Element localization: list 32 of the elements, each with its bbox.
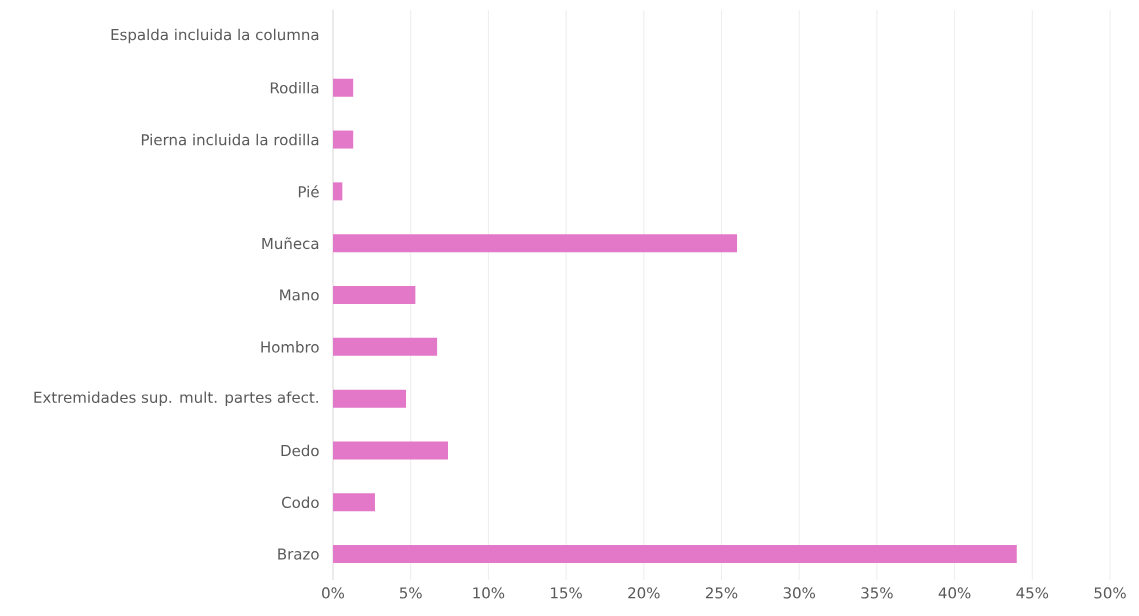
x-tick-label: 5% <box>399 587 422 599</box>
y-tick-label: Pierna incluida la rodilla <box>141 133 319 146</box>
y-tick-label: Espalda incluida la columna <box>111 28 319 44</box>
y-tick-label: Mano <box>280 289 319 301</box>
y-tick-label: Rodilla <box>270 81 319 94</box>
bar <box>333 545 1017 564</box>
x-tick-label: 40% <box>938 587 971 599</box>
y-tick-label: Brazo <box>278 548 319 560</box>
x-tick-label: 25% <box>705 587 738 599</box>
y-tick-label: Hombro <box>261 341 319 353</box>
x-tick-label: 10% <box>473 587 505 599</box>
x-tick-label: 45% <box>1016 587 1049 599</box>
bar <box>333 286 416 305</box>
x-tick-label: 50% <box>1094 587 1126 599</box>
y-tick-label: Dedo <box>281 444 319 457</box>
y-tick-label: Muñeca <box>262 237 319 250</box>
x-tick-label: 20% <box>628 587 660 599</box>
y-tick-label: Pié <box>298 185 319 198</box>
bar <box>333 441 448 460</box>
x-tick-label: 0% <box>322 587 345 599</box>
bar <box>333 337 438 356</box>
y-tick-label: Codo <box>282 496 319 509</box>
bar <box>333 493 375 512</box>
x-tick-label: 30% <box>783 587 816 599</box>
bar <box>333 78 354 97</box>
bar <box>333 130 354 149</box>
x-tick-label: 35% <box>861 587 893 599</box>
x-tick-label: 15% <box>551 587 582 599</box>
y-tick-label: Extremidades sup. mult. partes afect. <box>34 391 318 406</box>
bar <box>333 389 407 408</box>
bar <box>333 234 738 253</box>
bar <box>333 182 343 201</box>
